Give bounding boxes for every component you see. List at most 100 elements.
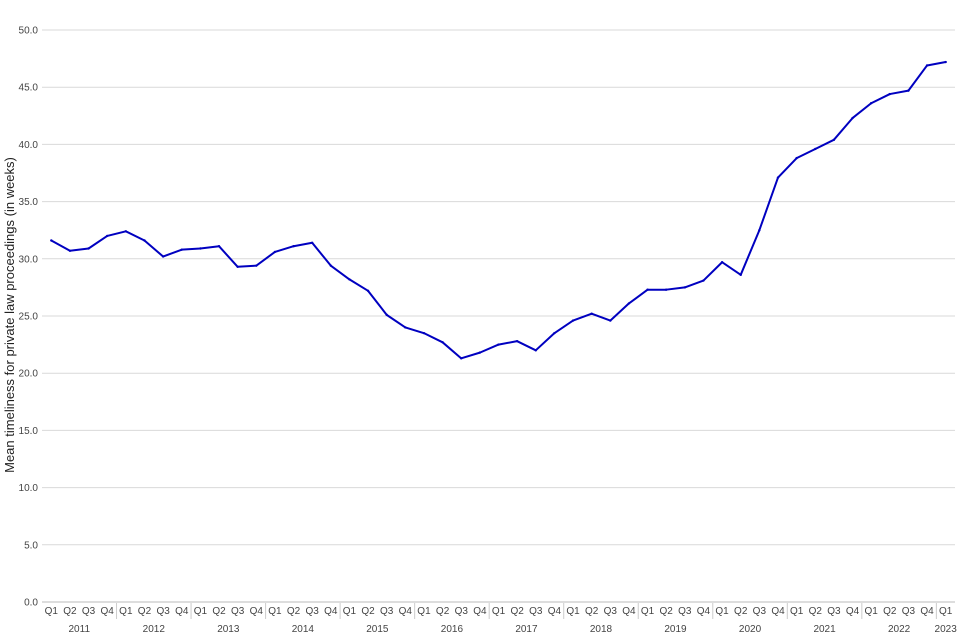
- x-year-label: 2012: [143, 624, 166, 635]
- x-tick-label: Q3: [827, 606, 841, 617]
- x-tick-label: Q3: [156, 606, 170, 617]
- data-point: [292, 245, 295, 248]
- x-tick-label: Q2: [63, 606, 77, 617]
- x-tick-label: Q1: [45, 606, 59, 617]
- x-year-label: 2018: [590, 624, 613, 635]
- data-point: [329, 264, 333, 267]
- x-tick-label: Q2: [734, 606, 748, 617]
- data-point: [664, 288, 668, 291]
- x-tick-label: Q4: [548, 606, 562, 617]
- x-year-label: 2015: [366, 624, 389, 635]
- data-point: [683, 286, 687, 289]
- data-point: [515, 339, 519, 343]
- data-point: [460, 357, 463, 360]
- data-point: [106, 234, 109, 238]
- x-tick-label: Q3: [529, 606, 543, 617]
- data-point: [497, 343, 500, 346]
- x-year-label: 2022: [888, 624, 911, 635]
- x-tick-label: Q2: [361, 606, 375, 617]
- x-tick-label: Q1: [268, 606, 282, 617]
- data-point: [609, 319, 612, 322]
- x-tick-label: Q2: [138, 606, 152, 617]
- x-tick-label: Q4: [697, 606, 711, 617]
- data-point: [646, 288, 649, 291]
- data-point: [571, 319, 575, 322]
- x-year-label: 2014: [292, 624, 315, 635]
- x-tick-label: Q4: [771, 606, 785, 617]
- x-year-label: 2016: [441, 624, 464, 635]
- data-point: [348, 278, 351, 281]
- x-tick-label: Q2: [510, 606, 524, 617]
- x-tick-label: Q3: [678, 606, 692, 617]
- data-point: [441, 341, 444, 344]
- series-layer: [50, 60, 947, 360]
- data-point: [869, 102, 873, 105]
- data-point: [217, 245, 221, 248]
- data-point: [888, 92, 891, 96]
- data-point: [795, 156, 798, 160]
- x-tick-label: Q2: [883, 606, 897, 617]
- x-tick-label: Q3: [902, 606, 916, 617]
- y-tick-label: 45.0: [19, 83, 39, 94]
- x-year-label: 2020: [739, 624, 762, 635]
- y-tick-label: 25.0: [19, 312, 39, 323]
- data-point: [627, 302, 631, 305]
- x-tick-label: Q2: [212, 606, 226, 617]
- x-tick-label: Q3: [455, 606, 469, 617]
- data-point: [739, 273, 742, 277]
- x-year-label: 2011: [69, 624, 91, 635]
- x-tick-label: Q1: [492, 606, 506, 617]
- data-point: [832, 138, 836, 142]
- x-year-label: 2023: [935, 624, 958, 635]
- data-point: [925, 64, 929, 67]
- data-point: [478, 351, 482, 354]
- data-point: [907, 89, 910, 92]
- x-tick-label: Q2: [809, 606, 823, 617]
- y-tick-label: 5.0: [24, 540, 38, 551]
- data-point: [404, 326, 407, 329]
- x-year-label: 2017: [515, 624, 538, 635]
- data-point: [720, 261, 724, 264]
- y-tick-label: 35.0: [19, 197, 39, 208]
- series-line: [50, 61, 947, 360]
- x-tick-label: Q1: [864, 606, 878, 617]
- y-tick-label: 20.0: [19, 369, 39, 380]
- x-tick-label: Q1: [715, 606, 729, 617]
- x-tick-label: Q1: [790, 606, 804, 617]
- x-tick-label: Q4: [920, 606, 934, 617]
- x-tick-label: Q1: [343, 606, 357, 617]
- x-year-label: 2021: [813, 624, 836, 635]
- x-tick-label: Q3: [604, 606, 618, 617]
- data-point: [553, 331, 556, 335]
- gridlines: [42, 29, 955, 603]
- data-point: [124, 230, 128, 233]
- x-tick-label: Q3: [380, 606, 394, 617]
- x-tick-label: Q4: [175, 606, 189, 617]
- data-point: [366, 289, 370, 293]
- data-point: [851, 116, 854, 120]
- data-point: [310, 241, 314, 244]
- data-point: [143, 239, 146, 242]
- y-tick-label: 10.0: [19, 483, 39, 494]
- data-point: [590, 312, 593, 315]
- x-year-label: 2013: [217, 624, 240, 635]
- y-tick-label: 40.0: [19, 140, 39, 151]
- x-tick-label: Q2: [660, 606, 674, 617]
- y-axis-tick-labels: 0.0 5.0 10.0 15.0 20.0 25.0 30.0 35.0 40.0 45.0 50…: [19, 26, 39, 609]
- x-tick-label: Q1: [417, 606, 431, 617]
- data-point: [161, 255, 165, 258]
- x-tick-label: Q1: [939, 606, 953, 617]
- data-point: [534, 349, 537, 352]
- x-tick-label: Q4: [622, 606, 636, 617]
- data-point: [758, 229, 761, 232]
- x-axis: Q1 Q2 Q3 Q4 Q1 Q2 Q3 Q4 Q1 Q2 Q3 Q4 Q1 Q2 Q3 Q4 Q1 Q2 Q3 Q4…: [45, 603, 958, 635]
- y-tick-label: 0.0: [24, 598, 38, 609]
- x-tick-label: Q4: [101, 606, 115, 617]
- y-tick-label: 50.0: [19, 26, 39, 37]
- data-point: [776, 176, 780, 179]
- y-axis-title: Mean timeliness for private law proceedi…: [2, 157, 17, 473]
- data-point: [814, 147, 817, 151]
- x-tick-label: Q4: [399, 606, 413, 617]
- data-point: [68, 249, 72, 252]
